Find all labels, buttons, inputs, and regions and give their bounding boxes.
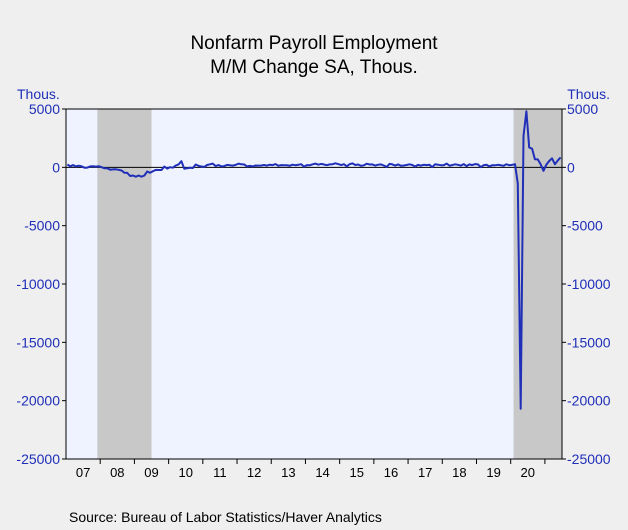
- recession-band-1: [97, 109, 152, 459]
- left-y-tick-label: 5000: [29, 101, 60, 117]
- right-axis-unit: Thous.: [567, 86, 610, 102]
- series-line-payroll-change: [66, 110, 562, 410]
- left-axis-unit: Thous.: [17, 86, 60, 102]
- left-y-tick-label: -10000: [16, 276, 60, 292]
- left-y-tick-label: -15000: [16, 334, 60, 350]
- x-tick-label: 12: [247, 465, 261, 480]
- x-tick-label: 18: [452, 465, 466, 480]
- left-y-tick-label: 0: [52, 159, 60, 175]
- source-note: Source: Bureau of Labor Statistics/Haver…: [69, 509, 382, 525]
- chart-subtitle: M/M Change SA, Thous.: [210, 57, 418, 78]
- x-tick-label: 10: [178, 465, 192, 480]
- x-tick-label: 15: [350, 465, 364, 480]
- right-y-tick-label: -15000: [567, 334, 611, 350]
- x-tick-label: 11: [213, 465, 227, 480]
- right-y-tick-label: -25000: [567, 451, 611, 467]
- chart-title: Nonfarm Payroll Employment: [190, 33, 438, 54]
- x-tick-label: 14: [315, 465, 329, 480]
- x-tick-label: 16: [384, 465, 398, 480]
- x-tick-label: 13: [281, 465, 295, 480]
- x-tick-label: 08: [110, 465, 124, 480]
- right-y-tick-label: 0: [567, 159, 575, 175]
- left-y-tick-label: -5000: [24, 218, 60, 234]
- x-tick-label: 17: [418, 465, 432, 480]
- right-y-tick-label: 5000: [567, 101, 598, 117]
- right-y-tick-label: -20000: [567, 393, 611, 409]
- x-tick-label: 20: [521, 465, 535, 480]
- x-tick-label: 07: [76, 465, 90, 480]
- right-y-tick-label: -5000: [567, 218, 603, 234]
- y-axis-ticks: 5000 5000 0 0 -5000 -5000 -10000 -10000 -15000 -1…: [16, 101, 610, 467]
- left-y-tick-label: -25000: [16, 451, 60, 467]
- x-axis-ticks: 07 08 09 10 11 12 13 14 15 16 17 18 19 20: [76, 459, 546, 480]
- x-tick-label: 19: [486, 465, 500, 480]
- left-y-tick-label: -20000: [16, 393, 60, 409]
- x-tick-label: 09: [144, 465, 158, 480]
- right-y-tick-label: -10000: [567, 276, 611, 292]
